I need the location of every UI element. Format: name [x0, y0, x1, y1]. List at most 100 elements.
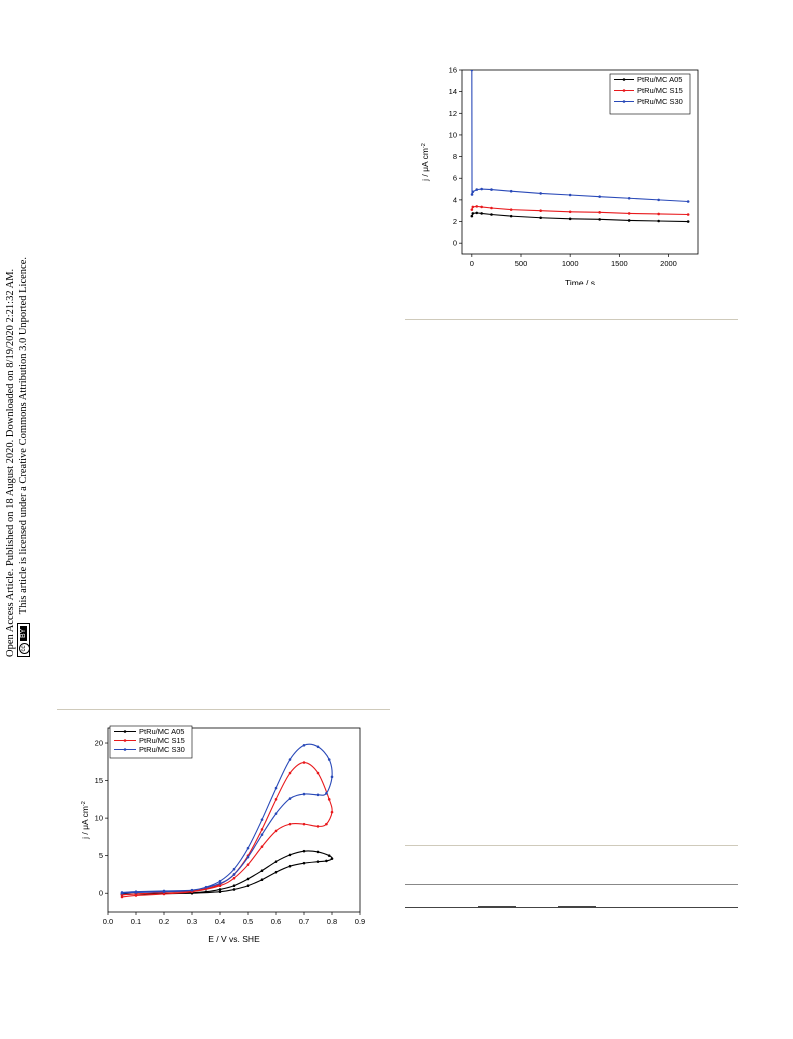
- data-point: [120, 895, 124, 899]
- legend-label: PtRu/MC S30: [139, 745, 185, 754]
- series-ptru-mc-s30: [470, 70, 690, 203]
- data-point: [471, 212, 475, 215]
- x-axis-label: Time / s: [565, 278, 595, 285]
- data-point: [475, 211, 479, 215]
- legend-marker: [622, 78, 626, 81]
- data-point: [509, 189, 513, 193]
- plot-frame: [107, 727, 361, 913]
- data-point: [288, 864, 292, 868]
- x-tick-label: 0.4: [215, 917, 225, 926]
- data-point: [316, 825, 320, 828]
- data-point: [539, 209, 542, 213]
- data-point: [302, 743, 306, 747]
- data-point: [475, 188, 479, 191]
- data-point: [232, 867, 236, 871]
- x-tick-label: 0.0: [103, 917, 113, 926]
- data-point: [657, 198, 660, 202]
- data-point: [316, 793, 320, 797]
- y-tick-label: 14: [449, 87, 457, 96]
- y-tick-label: 5: [99, 851, 103, 860]
- divider-right-lower: [405, 884, 738, 885]
- legend-label: PtRu/MC A05: [139, 727, 184, 736]
- legend-label: PtRu/MC A05: [637, 75, 682, 84]
- x-tick-label: 0.7: [299, 917, 309, 926]
- data-point: [288, 771, 292, 775]
- y-axis-label: j / μA cm-2: [420, 143, 430, 182]
- plot-frame: [461, 69, 699, 255]
- data-point: [246, 855, 250, 859]
- legend-marker: [123, 730, 127, 733]
- x-tick-label: 0.2: [159, 917, 169, 926]
- legend-label: PtRu/MC S15: [139, 736, 185, 745]
- data-point: [274, 860, 278, 863]
- license-text: Open Access Article. Published on 18 Aug…: [4, 257, 31, 657]
- chart-current-vs-time: 0 500 1000 1500 2000 0 2 4 6 8 10 12 14 16 Time / s j /…: [420, 66, 699, 285]
- data-point: [302, 861, 306, 865]
- data-point: [471, 205, 475, 209]
- data-point: [598, 195, 601, 198]
- data-point: [686, 213, 690, 216]
- data-point: [316, 850, 320, 854]
- series-ptru-mc-s15: [120, 761, 334, 899]
- data-point: [568, 193, 572, 197]
- series-ptru-mc-a05: [120, 849, 334, 897]
- data-point: [327, 854, 331, 857]
- data-point: [509, 214, 513, 218]
- data-point: [260, 869, 264, 872]
- data-point: [325, 792, 328, 795]
- data-point: [246, 884, 250, 888]
- data-point: [288, 853, 292, 857]
- data-point: [627, 196, 631, 200]
- data-point: [657, 219, 660, 223]
- series-line: [121, 743, 333, 894]
- data-point: [480, 187, 483, 191]
- y-tick-label: 20: [95, 739, 103, 748]
- x-tick-label: 0.9: [355, 917, 365, 926]
- x-tick-label: 0.6: [271, 917, 281, 926]
- data-point: [218, 879, 222, 883]
- x-tick-label: 0.1: [131, 917, 141, 926]
- x-tick-label: 2000: [660, 259, 677, 268]
- data-point: [274, 829, 278, 833]
- data-point: [539, 216, 542, 220]
- legend-label: PtRu/MC S15: [637, 86, 683, 95]
- x-axis-label: E / V vs. SHE: [208, 934, 260, 944]
- data-point: [471, 190, 475, 194]
- data-point: [260, 833, 264, 836]
- legend-box: [609, 73, 691, 115]
- y-tick-label: 10: [95, 814, 103, 823]
- data-point: [598, 218, 601, 221]
- series-ptru-mc-s30: [120, 743, 334, 895]
- x-tick-label: 1500: [611, 259, 628, 268]
- cc-by-license-icon[interactable]: ccBY: [17, 622, 31, 657]
- legend-marker: [123, 739, 127, 742]
- divider-right-mid: [405, 845, 738, 846]
- data-point: [568, 217, 572, 221]
- data-point: [470, 70, 474, 72]
- y-tick-label: 4: [453, 195, 457, 204]
- data-point: [260, 828, 264, 831]
- data-point: [509, 208, 513, 211]
- data-point: [134, 890, 138, 894]
- series-ptru-mc-s15: [470, 205, 690, 216]
- data-point: [598, 211, 601, 214]
- data-point: [470, 214, 474, 218]
- y-tick-label: 2: [453, 217, 457, 226]
- data-point: [218, 888, 222, 891]
- x-tick-label: 1000: [562, 259, 579, 268]
- data-point: [325, 859, 328, 863]
- data-point: [490, 213, 493, 216]
- table-rule-mark-1: [478, 906, 516, 908]
- data-point: [246, 846, 250, 850]
- series-line: [471, 205, 689, 216]
- data-point: [470, 193, 474, 196]
- y-tick-label: 10: [449, 130, 457, 139]
- data-point: [260, 845, 264, 848]
- data-point: [539, 192, 542, 195]
- data-point: [302, 849, 306, 853]
- data-point: [316, 860, 320, 863]
- y-tick-label: 0: [453, 239, 457, 248]
- data-point: [325, 822, 328, 826]
- data-point: [274, 786, 278, 790]
